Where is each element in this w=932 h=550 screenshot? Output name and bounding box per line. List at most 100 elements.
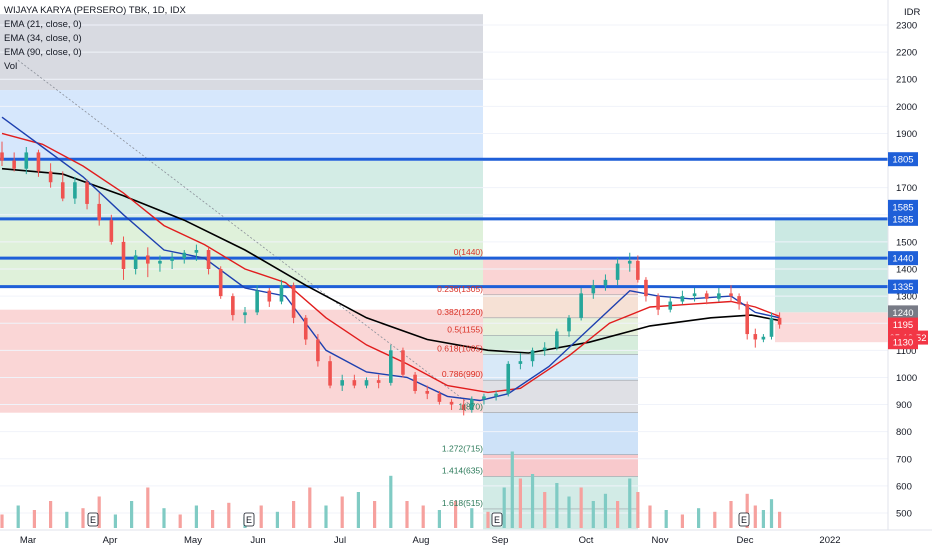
volume-bar: [130, 501, 134, 528]
volume-bar: [555, 483, 559, 528]
volume-bar: [421, 505, 425, 528]
fib-retracement-zone-0: [483, 258, 638, 295]
candle-body: [206, 250, 211, 269]
y-tick-label: 500: [896, 509, 912, 520]
volume-bar: [211, 510, 215, 528]
candle-body: [615, 263, 620, 280]
x-tick-label: Dec: [737, 535, 754, 546]
x-tick-label: 2022: [819, 535, 840, 546]
chart-legend: WIJAYA KARYA (PERSERO) TBK, 1D, IDX EMA …: [4, 4, 186, 74]
volume-bar: [486, 511, 490, 528]
candle-body: [542, 347, 547, 351]
volume-bar: [567, 496, 571, 528]
price-tag-label-1: 1240: [892, 308, 913, 319]
y-tick-label: 1700: [896, 183, 917, 194]
fib-label-4: 0.618(1085): [437, 343, 483, 353]
fib-zone-1: [0, 90, 483, 160]
price-tag-0: [888, 199, 918, 214]
volume-bar: [664, 510, 668, 528]
volume-bar: [65, 511, 69, 528]
fib-retracement-zone-6: [483, 412, 638, 455]
candle-body: [133, 255, 138, 269]
volume-bar: [32, 510, 36, 528]
candle-body: [692, 293, 697, 297]
y-tick-label: 800: [896, 427, 912, 438]
candle-body: [644, 279, 648, 297]
candle-body: [218, 269, 223, 297]
candle-body: [12, 160, 16, 169]
volume-bar: [729, 501, 733, 528]
earnings-marker-label-0: E: [90, 515, 96, 525]
volume-bar: [389, 475, 393, 528]
candle-body: [769, 317, 774, 337]
indicator-ema90[interactable]: EMA (90, close, 0): [4, 47, 82, 58]
target-zone: [775, 218, 888, 313]
candle-body: [291, 285, 296, 318]
candle-body: [48, 171, 53, 183]
candle-body: [60, 182, 65, 199]
price-tag-label-4: 1130: [893, 338, 913, 349]
indicator-volume[interactable]: Vol: [4, 61, 18, 72]
level-tag-label-1: 1585: [892, 214, 913, 225]
price-tag-label-2: 1195: [893, 320, 913, 331]
candle-body: [425, 391, 430, 394]
time-axis-bg: [0, 530, 932, 550]
candle-body: [737, 296, 741, 305]
indicator-ema21[interactable]: EMA (21, close, 0): [4, 19, 82, 30]
candle-body: [303, 317, 308, 340]
level-tag-3: [888, 279, 918, 294]
y-tick-label: 900: [896, 400, 912, 411]
candle-body: [413, 374, 417, 391]
symbol-title[interactable]: WIJAYA KARYA (PERSERO) TBK, 1D, IDX: [4, 5, 186, 16]
candle-body: [636, 260, 640, 280]
volume-bar: [308, 487, 312, 528]
volume-bar: [227, 502, 231, 528]
volume-bar: [579, 487, 583, 528]
volume-bar: [162, 508, 166, 528]
earnings-marker-1: [243, 512, 255, 527]
fib-retracement-zone-8: [483, 476, 638, 530]
volume-bar: [259, 505, 263, 528]
x-tick-label: Nov: [652, 535, 669, 546]
candle-body: [85, 182, 89, 204]
volume-bar: [340, 496, 344, 528]
volume-bar: [97, 496, 101, 528]
x-tick-label: May: [184, 535, 202, 546]
y-tick-label: 2200: [896, 48, 917, 59]
candle-body: [449, 401, 454, 405]
ema90-line: [1, 167, 780, 354]
candle-body: [506, 363, 511, 394]
fib-retracement-zone-5: [483, 380, 638, 413]
fib-retracement-zone-1: [483, 294, 638, 318]
volume-bar: [603, 493, 608, 528]
candle-body: [170, 258, 174, 261]
candle-body: [255, 290, 259, 313]
fib-retracement-zone-7: [483, 454, 638, 477]
candle-body: [0, 152, 4, 161]
grid: [0, 24, 888, 514]
price-tag-4: [888, 335, 918, 350]
fib-label-9: 1.618(515): [442, 498, 483, 508]
candle-body: [470, 399, 474, 410]
candle-body: [494, 393, 498, 397]
level-tag-2: [888, 251, 918, 266]
candle-body: [579, 293, 583, 318]
time-axis: Mar Apr May Jun Jul Aug Sep Oct Nov Dec 2022: [0, 529, 932, 550]
y-tick-label: 1500: [896, 237, 917, 248]
candle-body: [555, 331, 559, 348]
indicator-ema34[interactable]: EMA (34, close, 0): [4, 33, 82, 44]
level-tag-0: [888, 152, 918, 167]
y-tick-label: 600: [896, 481, 912, 492]
earnings-marker-3: [738, 512, 750, 527]
candle-body: [279, 285, 284, 302]
volume-bar: [713, 511, 717, 528]
candlesticks: [0, 141, 782, 416]
volume-bar: [628, 478, 632, 528]
x-tick-label: Aug: [413, 535, 430, 546]
volume-bar: [324, 505, 328, 528]
volume-bar: [405, 501, 409, 528]
candle-body: [482, 396, 486, 400]
fib-zone-2: [0, 159, 483, 219]
